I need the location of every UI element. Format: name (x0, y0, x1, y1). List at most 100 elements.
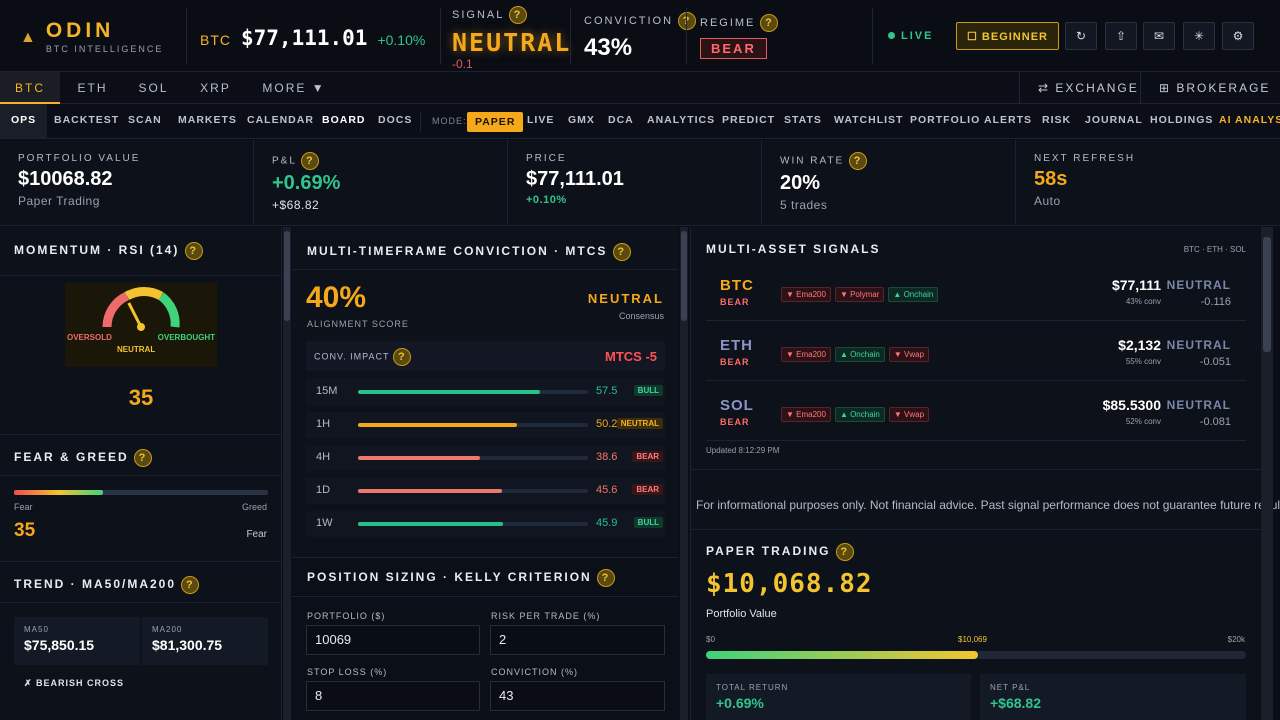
middle-panel: MULTI-TIMEFRAME CONVICTION · MTCS ? 40% … (292, 227, 678, 720)
regime-label: REGIME (700, 16, 756, 29)
mode-paper[interactable]: PAPER (467, 112, 524, 132)
tab-sol[interactable]: SOL (138, 81, 169, 95)
help-icon[interactable]: ? (760, 14, 779, 32)
top-header: ▲ ODIN BTC INTELLIGENCE BTC $77,111.01 +… (0, 0, 1280, 72)
share-icon[interactable]: ⇧ (1105, 22, 1137, 50)
timeframe-label: 1D (316, 484, 331, 496)
conviction-input[interactable]: 43 (490, 681, 665, 711)
mode-alerts[interactable]: ALERTS (984, 114, 1032, 126)
fear-greed-bar (14, 490, 268, 495)
left-scrollbar[interactable] (283, 227, 291, 720)
right-scrollbar[interactable] (1261, 227, 1273, 720)
stat-label: P&L (272, 155, 297, 167)
risk-input[interactable]: 2 (490, 625, 665, 655)
stop-loss-label: STOP LOSS (%) (307, 667, 388, 677)
scroll-thumb[interactable] (681, 231, 687, 321)
help-icon[interactable]: ? (612, 243, 631, 261)
middle-scrollbar[interactable] (680, 227, 688, 720)
help-icon[interactable]: ? (597, 569, 616, 587)
paper-trading-title: PAPER TRADING ? (706, 543, 854, 561)
timeframe-bar-fill (358, 390, 540, 394)
timeframe-bar-fill (358, 522, 504, 526)
neutral-label: NEUTRAL (117, 345, 156, 354)
ma200-label: MA200 (152, 625, 183, 634)
beginner-button[interactable]: ☐ BEGINNER (956, 22, 1059, 50)
tab-xrp[interactable]: XRP (200, 81, 231, 95)
scroll-thumb[interactable] (1263, 237, 1271, 352)
signal-chip: ▼ Vwap (888, 407, 930, 422)
total-return-value: +0.69% (716, 695, 764, 711)
mode-journal[interactable]: JOURNAL (1085, 114, 1143, 126)
tab-btc[interactable]: BTC (0, 72, 60, 104)
mode-predict[interactable]: PREDICT (722, 114, 776, 126)
mode-stats[interactable]: STATS (784, 114, 822, 126)
help-icon[interactable]: ? (509, 6, 528, 24)
signal-row-btc[interactable]: BTC BEAR ▼ Ema200 ▼ Polymar ▲ Onchain $77,111… (706, 263, 1246, 321)
main-nav: OPS BACKTEST SCAN MARKETS CALENDAR BOARD… (0, 104, 1280, 139)
help-icon[interactable]: ? (678, 12, 697, 30)
net-pnl-value: +$68.82 (990, 695, 1041, 711)
divider (420, 112, 421, 132)
mode-portfolio[interactable]: PORTFOLIO (910, 114, 981, 126)
portfolio-input[interactable]: 10069 (306, 625, 480, 655)
mode-analytics[interactable]: ANALYTICS (647, 114, 716, 126)
conviction-value: 43% (584, 34, 633, 61)
help-icon[interactable]: ? (301, 152, 320, 170)
nav-markets[interactable]: MARKETS (178, 114, 237, 126)
nav-backtest[interactable]: BACKTEST (54, 114, 120, 126)
help-icon[interactable]: ? (848, 152, 867, 170)
signal-chip: ▲ Onchain (834, 347, 885, 362)
mode-gmx[interactable]: GMX (568, 114, 595, 126)
tab-more[interactable]: MORE ▼ (262, 81, 326, 95)
mode-ai-analysis[interactable]: AI ANALYS (1219, 114, 1280, 126)
nav-board[interactable]: BOARD (322, 114, 366, 126)
nav-scan[interactable]: SCAN (128, 114, 162, 126)
mail-icon[interactable]: ✉ (1143, 22, 1175, 50)
exchange-tab[interactable]: ⇄ EXCHANGE (1038, 81, 1139, 95)
help-icon[interactable]: ? (835, 543, 854, 561)
logo[interactable]: ▲ ODIN BTC INTELLIGENCE (20, 20, 164, 54)
mode-holdings[interactable]: HOLDINGS (1150, 114, 1214, 126)
signal-row-eth[interactable]: ETH BEAR ▼ Ema200 ▲ Onchain ▼ Vwap $2,132 55% … (706, 323, 1246, 381)
stat-sub: +$68.82 (272, 198, 320, 212)
stop-loss-input[interactable]: 8 (306, 681, 480, 711)
timeframe-value: 45.6 (596, 484, 618, 496)
kelly-title-text: POSITION SIZING · KELLY CRITERION (307, 570, 592, 585)
help-icon[interactable]: ? (392, 348, 411, 366)
mode-watchlist[interactable]: WATCHLIST (834, 114, 904, 126)
brokerage-tab[interactable]: ⊞ BROKERAGE (1159, 81, 1271, 95)
mode-dca[interactable]: DCA (608, 114, 634, 126)
nav-docs[interactable]: DOCS (378, 114, 413, 126)
conv-impact-label-text: CONV. IMPACT (314, 351, 390, 362)
updated-time: Updated 8:12:29 PM (706, 446, 780, 455)
divider (0, 475, 282, 476)
nav-calendar[interactable]: CALENDAR (247, 114, 314, 126)
help-icon[interactable]: ? (181, 576, 200, 594)
divider (0, 561, 282, 562)
signal-row-sol[interactable]: SOL BEAR ▼ Ema200 ▲ Onchain ▼ Vwap $85.5300 52… (706, 383, 1246, 441)
fear-greed-title: FEAR & GREED ? (14, 449, 153, 467)
mode-live[interactable]: LIVE (527, 114, 555, 126)
ma50-value: $75,850.15 (24, 637, 95, 653)
sun-icon[interactable]: ✳ (1183, 22, 1215, 50)
right-panel: MULTI-ASSET SIGNALS BTC · ETH · SOL BTC B… (690, 227, 1280, 720)
signal-delta: -0.1 (452, 57, 473, 71)
logo-subtitle: BTC INTELLIGENCE (45, 44, 164, 54)
divider (292, 596, 678, 597)
help-icon[interactable]: ? (134, 449, 153, 467)
nav-ops[interactable]: OPS (0, 104, 48, 138)
portfolio-input-label: PORTFOLIO ($) (307, 611, 386, 621)
divider (0, 275, 282, 276)
scroll-thumb[interactable] (284, 231, 290, 321)
asset-signal: NEUTRAL (1166, 278, 1231, 292)
gear-icon[interactable]: ⚙ (1222, 22, 1254, 50)
gauge-hub (137, 323, 145, 331)
ma200-value: $81,300.75 (152, 637, 223, 653)
help-icon[interactable]: ? (184, 242, 203, 260)
stat-value: +0.69% (272, 172, 341, 194)
mode-risk[interactable]: RISK (1042, 114, 1072, 126)
tab-eth[interactable]: ETH (77, 81, 108, 95)
divider (0, 602, 282, 603)
signal-chip: ▼ Ema200 (781, 287, 831, 302)
refresh-icon[interactable]: ↻ (1065, 22, 1097, 50)
